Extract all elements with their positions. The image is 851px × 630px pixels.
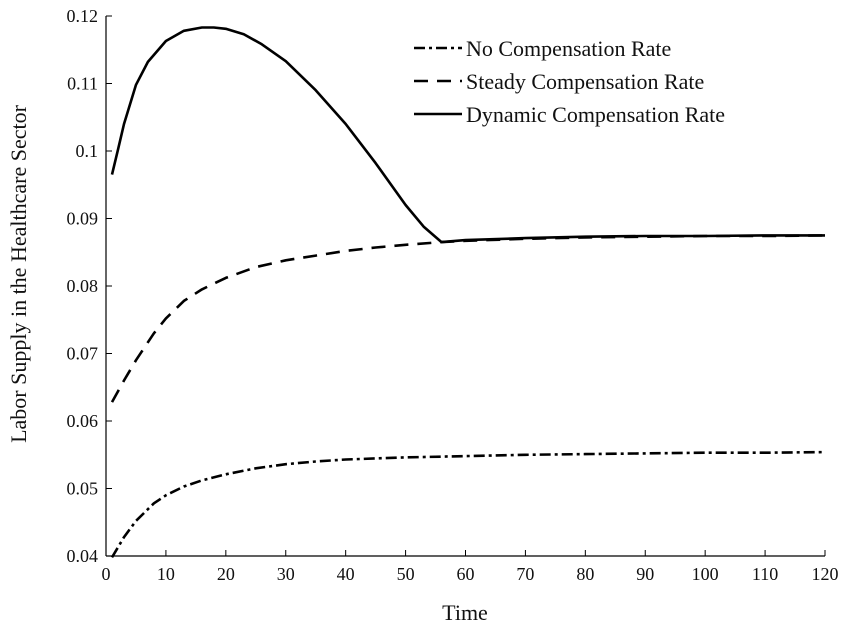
y-tick-label: 0.08 bbox=[67, 276, 99, 296]
x-tick-label: 70 bbox=[516, 564, 534, 584]
y-ticks: 0.04 0.05 0.06 0.07 0.08 0.09 0.1 0.11 0.12 bbox=[67, 6, 112, 566]
legend: No Compensation Rate Steady Compensation … bbox=[414, 36, 725, 127]
y-tick-label: 0.11 bbox=[67, 74, 98, 94]
y-tick-label: 0.05 bbox=[67, 479, 99, 499]
x-tick-label: 90 bbox=[636, 564, 654, 584]
y-tick-label: 0.1 bbox=[76, 141, 99, 161]
series-line-2 bbox=[110, 234, 826, 403]
y-tick-label: 0.07 bbox=[67, 344, 99, 364]
y-tick-label: 0.04 bbox=[67, 546, 99, 566]
x-tick-label: 120 bbox=[812, 564, 839, 584]
series-line-3 bbox=[110, 26, 825, 244]
series-layer bbox=[110, 26, 826, 559]
x-tick-label: 20 bbox=[217, 564, 235, 584]
y-axis-label: Labor Supply in the Healthcare Sector bbox=[6, 104, 31, 443]
y-tick-label: 0.09 bbox=[67, 209, 99, 229]
y-tick-label: 0.12 bbox=[67, 6, 99, 26]
x-tick-label: 80 bbox=[576, 564, 594, 584]
x-tick-label: 10 bbox=[157, 564, 175, 584]
legend-entry-3: Dynamic Compensation Rate bbox=[466, 102, 725, 127]
x-tick-label: 50 bbox=[397, 564, 415, 584]
x-axis-label: Time bbox=[442, 600, 488, 625]
x-tick-label: 60 bbox=[457, 564, 475, 584]
x-tick-label: 30 bbox=[277, 564, 295, 584]
x-tick-label: 40 bbox=[337, 564, 355, 584]
legend-entry-1: No Compensation Rate bbox=[466, 36, 671, 61]
y-tick-label: 0.06 bbox=[67, 411, 99, 431]
series-line-1 bbox=[110, 450, 826, 559]
x-ticks: 0 10 20 30 40 50 60 70 80 90 100 110 120 bbox=[102, 550, 839, 584]
axes bbox=[105, 16, 825, 557]
legend-entry-2: Steady Compensation Rate bbox=[466, 69, 704, 94]
x-tick-label: 110 bbox=[752, 564, 778, 584]
x-tick-label: 0 bbox=[102, 564, 111, 584]
x-tick-label: 100 bbox=[692, 564, 719, 584]
